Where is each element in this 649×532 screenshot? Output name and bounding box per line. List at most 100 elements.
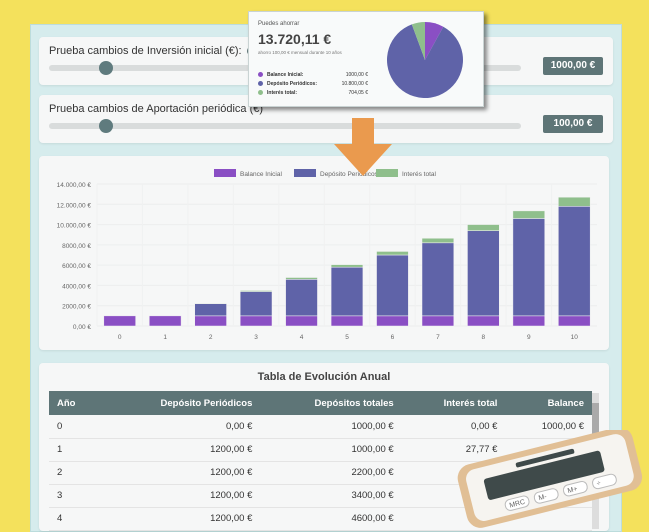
slider-thumb[interactable] <box>99 119 113 133</box>
bar-segment <box>330 264 364 268</box>
bar-segment <box>558 206 591 317</box>
y-tick-label: 6000,00 € <box>62 263 91 270</box>
pie-chart <box>387 22 463 98</box>
legend-dot <box>258 72 263 78</box>
bar-segment <box>330 315 364 327</box>
bar-segment <box>376 251 409 256</box>
item-name: Interés total: <box>267 90 298 96</box>
bar-segment <box>239 291 273 317</box>
bar-segment <box>194 315 227 327</box>
item-value: 1000,00 € <box>345 72 368 78</box>
item-name: Depósito Periódicos: <box>267 81 318 87</box>
slider-value: 100,00 € <box>543 115 603 133</box>
summary-legend-item: Depósito Periódicos: 10.800,00 € <box>258 81 368 87</box>
bar-segment <box>467 230 500 317</box>
y-tick-label: 8000,00 € <box>62 243 91 250</box>
bar-segment <box>421 315 455 327</box>
y-tick-label: 12.000,00 € <box>57 202 92 209</box>
legend-swatch <box>214 169 236 177</box>
bar-segment <box>239 290 273 292</box>
x-tick-label: 0 <box>118 334 122 341</box>
bar-segment <box>512 315 545 327</box>
summary-amount: 13.720,11 € <box>258 31 332 47</box>
column-header[interactable]: Depósitos totales <box>260 391 402 415</box>
bar-segment <box>330 266 364 317</box>
column-header[interactable]: Depósito Periódicos <box>100 391 261 415</box>
item-value: 704,05 € <box>348 90 368 96</box>
key-label: M- <box>538 493 548 502</box>
chart-card: 0,00 € 2000,00 € 4000,00 € 6000,00 € 8000,00… <box>39 156 609 350</box>
slider-thumb[interactable] <box>99 61 113 75</box>
column-header[interactable]: Año <box>49 391 101 415</box>
bar-segment <box>421 238 455 244</box>
legend-swatch <box>376 169 398 177</box>
column-header[interactable]: Interés total <box>401 391 506 415</box>
column-header[interactable]: Balance <box>505 391 592 415</box>
slider-label: Prueba cambios de Inversión inicial (€): <box>49 45 242 57</box>
bar-segment <box>558 315 591 327</box>
bar-segment <box>103 315 136 327</box>
bar-segment <box>376 254 409 317</box>
table-cell: 4 <box>49 507 101 531</box>
x-tick-label: 3 <box>254 334 258 341</box>
y-tick-label: 10.000,00 € <box>57 223 92 230</box>
pie-slice <box>387 24 463 98</box>
table-cell: 0,00 € <box>401 415 506 439</box>
table-cell: 4600,00 € <box>260 507 402 531</box>
calculator-key <box>504 495 530 511</box>
table-cell: 3400,00 € <box>260 484 402 508</box>
table-row: 1 1200,00 €1000,00 €27,77 € <box>49 438 592 462</box>
bar-segment <box>239 315 273 327</box>
bar-segment <box>512 210 545 219</box>
bar-segment <box>467 315 500 327</box>
pie-slice <box>411 22 425 60</box>
table-title: Tabla de Evolución Anual <box>257 371 391 383</box>
slider-label: Prueba cambios de Aportación periódica (… <box>49 103 264 115</box>
bar-segment <box>285 279 318 317</box>
table-cell: 1000,00 € <box>260 438 402 462</box>
table-cell: 27,77 € <box>401 438 506 462</box>
table-cell: 2 <box>49 461 101 485</box>
bar-segment <box>194 303 227 317</box>
summary-subtitle: ahorro 100,00 € mensual durante 10 años <box>258 50 342 55</box>
periodic-contribution-slider[interactable] <box>49 119 521 133</box>
key-label: M+ <box>567 486 578 495</box>
legend-swatch <box>294 169 316 177</box>
table-cell: 1200,00 € <box>100 507 261 531</box>
legend-label: Balance Inicial <box>240 171 282 178</box>
table-cell: 1200,00 € <box>100 461 261 485</box>
key-label: ÷ <box>596 480 602 488</box>
table-cell: 1 <box>49 438 101 462</box>
item-name: Balance Inicial: <box>267 72 304 78</box>
x-tick-label: 8 <box>482 334 486 341</box>
arrow-down-icon <box>334 118 392 176</box>
bar-segment <box>376 315 409 327</box>
y-tick-label: 2000,00 € <box>62 304 91 311</box>
calculator-key <box>562 481 588 497</box>
bar-segment <box>421 242 455 317</box>
table-cell: 0 <box>49 415 101 439</box>
x-tick-label: 2 <box>209 334 213 341</box>
legend-dot <box>258 81 263 87</box>
bar-segment <box>285 315 318 327</box>
x-tick-label: 7 <box>436 334 440 341</box>
table-cell: 1000,00 € <box>505 415 592 439</box>
y-tick-label: 4000,00 € <box>62 283 91 290</box>
x-tick-label: 5 <box>345 334 349 341</box>
key-label: MRC <box>509 499 526 510</box>
x-tick-label: 6 <box>391 334 395 341</box>
summary-legend-item: Interés total: 704,05 € <box>258 90 368 96</box>
bar-segment <box>558 196 591 207</box>
bar-segment <box>512 218 545 317</box>
x-tick-label: 4 <box>300 334 304 341</box>
savings-summary-popup: Puedes ahorrar 13.720,11 € ahorro 100,00… <box>248 11 484 107</box>
table-cell: 1000,00 € <box>260 415 402 439</box>
bar-segment <box>285 277 318 280</box>
calculator-illustration: MRC M- M+ ÷ <box>457 430 643 528</box>
y-tick-label: 14.000,00 € <box>57 182 92 189</box>
legend-dot <box>258 90 263 96</box>
table-cell: 2200,00 € <box>260 461 402 485</box>
legend-label: Depósito Periódicos <box>320 171 379 178</box>
x-tick-label: 1 <box>163 334 167 341</box>
summary-legend-item: Balance Inicial: 1000,00 € <box>258 72 368 78</box>
